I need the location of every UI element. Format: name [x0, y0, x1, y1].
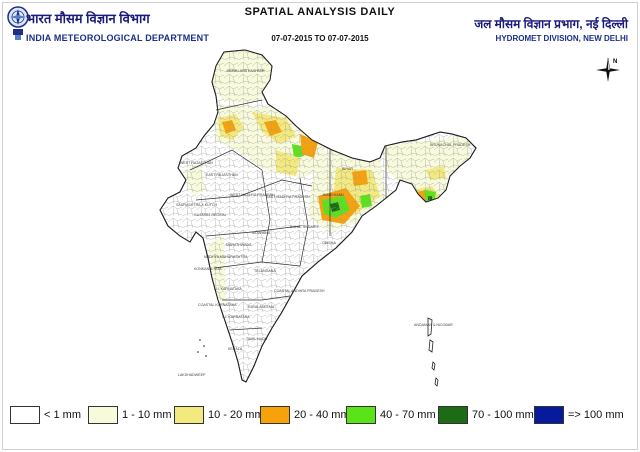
- legend-item-lt1: < 1 mm: [10, 404, 81, 426]
- legend-label: < 1 mm: [44, 409, 81, 421]
- label-jharkhand: JHARKHAND: [322, 193, 344, 197]
- label-madhya-maharashtra: MADHYA MAHARASHTRA: [204, 255, 248, 259]
- label-coastal-karnataka: COASTAL KARNATAKA: [198, 303, 237, 307]
- legend-label: => 100 mm: [568, 409, 624, 421]
- label-ni-karnataka: N.I. KARNATAKA: [214, 287, 242, 291]
- legend-swatch: [88, 406, 118, 424]
- label-coastal-ap: COASTAL ANDHRA PRADESH: [274, 289, 325, 293]
- label-rayalaseema: RAYALASEEMA: [248, 305, 275, 309]
- rainfall-fills: [160, 50, 476, 382]
- label-andaman: ANDAMAN & NICOBAR: [414, 323, 453, 327]
- rainfall-map: JAMMU AND KASHMIR WEST RAJASTHAN EAST RA…: [0, 44, 640, 400]
- legend-swatch: [346, 406, 376, 424]
- legend-item-gte100: => 100 mm: [534, 404, 624, 426]
- legend-label: 20 - 40 mm: [294, 409, 350, 421]
- legend-label: 70 - 100 mm: [472, 409, 534, 421]
- department-name: INDIA METEOROLOGICAL DEPARTMENT: [26, 33, 210, 43]
- label-saurashtra: SAURASHTRA & KUTCH: [176, 203, 218, 207]
- date-range: 07-07-2015 TO 07-07-2015: [271, 34, 369, 43]
- label-vidarbha: VIDARBHA: [252, 231, 271, 235]
- hindi-division-name: जल मौसम विज्ञान प्रभाग, नई दिल्ली: [474, 17, 628, 31]
- label-marathwada: MARATHWADA: [226, 243, 252, 247]
- imd-logo: [7, 6, 29, 40]
- label-konkan-goa: KONKAN & GOA: [194, 267, 222, 271]
- north-label: N: [613, 59, 617, 65]
- legend-item-10-20: 10 - 20 mm: [174, 404, 264, 426]
- label-jammu-kashmir: JAMMU AND KASHMIR: [226, 69, 265, 73]
- north-arrow-icon: N: [596, 57, 620, 82]
- legend-item-1-10: 1 - 10 mm: [88, 404, 172, 426]
- label-telangana: TELANGANA: [254, 269, 276, 273]
- india-boundary: [159, 49, 477, 383]
- india-map-svg: JAMMU AND KASHMIR WEST RAJASTHAN EAST RA…: [159, 49, 477, 387]
- label-tamil-nadu: TAMIL NADU: [246, 337, 268, 341]
- legend-label: 1 - 10 mm: [122, 409, 172, 421]
- label-chhattisgarh: CHHATTISGARH: [290, 225, 318, 229]
- legend-item-20-40: 20 - 40 mm: [260, 404, 350, 426]
- legend-item-40-70: 40 - 70 mm: [346, 404, 436, 426]
- label-si-karnataka: S.I. KARNATAKA: [222, 315, 250, 319]
- legend-label: 40 - 70 mm: [380, 409, 436, 421]
- label-kerala: KERALA: [228, 347, 243, 351]
- legend-swatch: [260, 406, 290, 424]
- legend-item-70-100: 70 - 100 mm: [438, 404, 534, 426]
- label-odisha: ODISHA: [322, 241, 336, 245]
- legend-swatch: [534, 406, 564, 424]
- label-west-mp: WEST MADHYA PRADESH: [230, 193, 275, 197]
- label-west-rajasthan: WEST RAJASTHAN: [180, 161, 213, 165]
- rainfall-legend: < 1 mm 1 - 10 mm 10 - 20 mm 20 - 40 mm 4…: [10, 404, 630, 426]
- label-east-mp: EAST MADHYA PRADESH: [266, 195, 310, 199]
- legend-swatch: [174, 406, 204, 424]
- andaman-islands: [427, 317, 439, 387]
- subdivision-boundaries: [189, 99, 387, 331]
- division-name: HYDROMET DIVISION, NEW DELHI: [495, 34, 628, 43]
- label-gujarat: GUJARAT REGION: [194, 213, 226, 217]
- page-title: SPATIAL ANALYSIS DAILY: [244, 6, 396, 18]
- hindi-department-name: भारत मौसम विज्ञान विभाग: [26, 11, 150, 26]
- legend-label: 10 - 20 mm: [208, 409, 264, 421]
- label-bihar: BIHAR: [342, 167, 353, 171]
- lakshadweep-islands: [197, 339, 207, 357]
- label-arunachal: ARUNACHAL PRADESH: [430, 143, 471, 147]
- legend-swatch: [438, 406, 468, 424]
- label-east-rajasthan: EAST RAJASTHAN: [206, 173, 238, 177]
- label-lakshadweep: LAKSHADWEEP: [178, 373, 206, 377]
- legend-swatch: [10, 406, 40, 424]
